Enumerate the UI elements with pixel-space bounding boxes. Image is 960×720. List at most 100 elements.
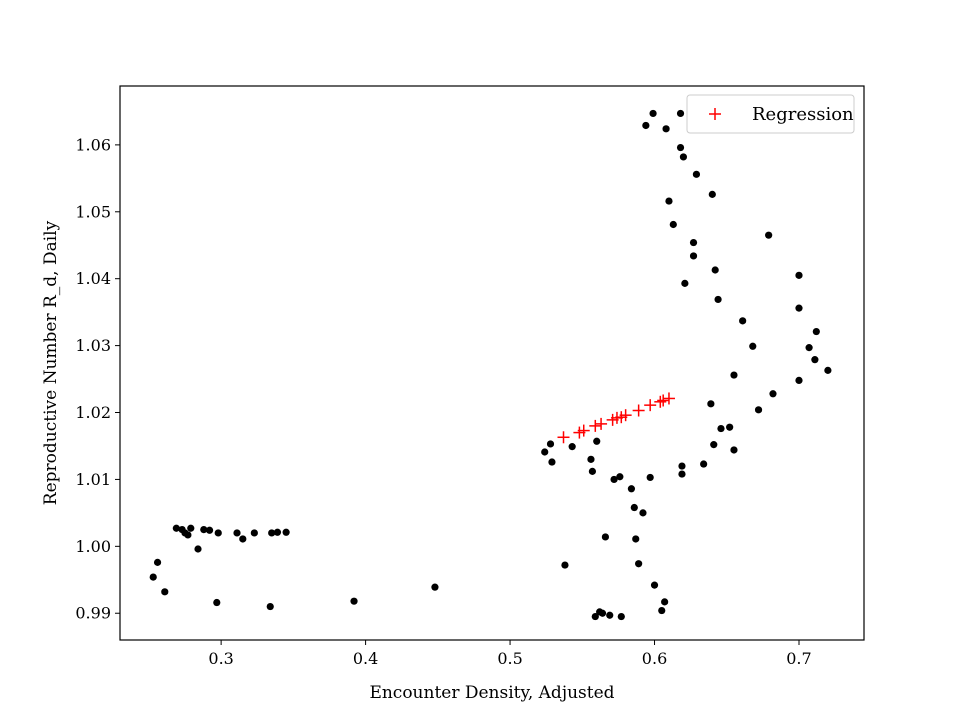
- data-point: [726, 423, 734, 431]
- data-point: [153, 558, 162, 566]
- data-point: [730, 371, 738, 379]
- regression-point: [662, 392, 675, 405]
- data-point: [635, 560, 643, 568]
- data-point: [717, 424, 725, 433]
- y-axis-label: Reproductive Number R_d, Daily: [41, 220, 61, 505]
- data-point: [811, 356, 819, 364]
- y-tick-label: 1.03: [75, 336, 111, 355]
- data-point: [681, 279, 689, 287]
- data-point: [749, 342, 757, 350]
- data-point: [754, 406, 763, 414]
- data-point: [646, 473, 654, 482]
- data-point: [617, 612, 625, 621]
- data-point: [676, 109, 685, 118]
- regression-point: [577, 424, 590, 437]
- x-axis: 0.3 0.4 0.5 0.6 0.7: [208, 640, 812, 668]
- regression-point: [644, 399, 657, 412]
- data-point: [711, 266, 719, 274]
- data-point: [669, 220, 677, 229]
- data-point: [805, 344, 813, 352]
- data-point: [689, 238, 698, 247]
- data-point: [700, 460, 708, 468]
- data-point: [200, 526, 208, 534]
- data-point: [610, 475, 618, 484]
- data-point: [546, 440, 555, 448]
- data-point: [708, 190, 716, 198]
- data-point: [739, 317, 747, 325]
- data-point: [692, 170, 701, 178]
- regression-point: [632, 404, 645, 417]
- points-layer: [149, 109, 832, 621]
- legend-marker-regression: [709, 108, 721, 120]
- regression-point: [595, 417, 608, 430]
- legend-box: [686, 94, 855, 134]
- data-point: [642, 121, 650, 130]
- data-point: [568, 443, 576, 451]
- data-point: [824, 366, 832, 374]
- data-point: [250, 529, 258, 537]
- data-point: [678, 462, 686, 470]
- data-point: [273, 528, 282, 536]
- y-tick-label: 1.01: [75, 470, 111, 489]
- data-point: [639, 509, 647, 517]
- data-point: [268, 529, 276, 537]
- y-tick-label: 1.05: [75, 202, 111, 221]
- x-tick-label: 0.5: [497, 649, 522, 668]
- data-point: [588, 467, 597, 475]
- x-tick-label: 0.7: [786, 649, 811, 668]
- y-tick-label: 0.99: [75, 604, 111, 623]
- data-point: [601, 533, 610, 541]
- x-axis-label: Encounter Density, Adjusted: [369, 683, 614, 703]
- plot-frame: [119, 85, 865, 641]
- data-point: [769, 390, 777, 398]
- data-point: [205, 526, 214, 534]
- data-point: [765, 231, 773, 239]
- data-point: [662, 125, 670, 133]
- x-tick-label: 0.6: [642, 649, 667, 668]
- data-point: [795, 271, 803, 279]
- data-point: [350, 597, 358, 605]
- data-point: [591, 612, 599, 621]
- regression-point: [619, 409, 632, 422]
- x-tick-label: 0.3: [208, 649, 233, 668]
- data-point: [606, 611, 614, 619]
- data-point: [812, 327, 820, 336]
- data-point: [266, 602, 274, 611]
- data-point: [676, 143, 685, 152]
- regression-point: [654, 395, 667, 408]
- data-point: [630, 503, 638, 512]
- data-point: [593, 437, 601, 445]
- data-point: [598, 609, 607, 617]
- data-point: [661, 598, 669, 606]
- data-point: [541, 448, 549, 456]
- data-point: [679, 153, 688, 161]
- legend-label-regression: Regression: [752, 104, 854, 125]
- data-point: [710, 441, 718, 449]
- data-point: [795, 304, 803, 312]
- data-point: [187, 524, 195, 532]
- data-point: [665, 197, 673, 205]
- data-point: [239, 535, 247, 543]
- data-point: [194, 545, 202, 553]
- data-point: [213, 598, 221, 607]
- x-tick-label: 0.4: [353, 649, 378, 668]
- data-point: [658, 606, 666, 615]
- data-point: [233, 529, 241, 537]
- data-point: [587, 455, 595, 463]
- data-point: [214, 529, 222, 537]
- data-point: [730, 446, 738, 454]
- regression-point: [589, 419, 602, 432]
- data-point: [795, 376, 803, 384]
- y-tick-label: 1.02: [75, 403, 111, 422]
- data-point: [431, 583, 439, 591]
- data-point: [689, 252, 698, 260]
- data-point: [649, 109, 657, 118]
- regression-point: [657, 394, 670, 407]
- y-tick-label: 1.04: [75, 269, 111, 288]
- data-point: [632, 535, 640, 543]
- data-point: [149, 573, 157, 581]
- y-tick-label: 1.00: [75, 537, 111, 556]
- data-point: [707, 400, 715, 408]
- data-point: [561, 561, 569, 569]
